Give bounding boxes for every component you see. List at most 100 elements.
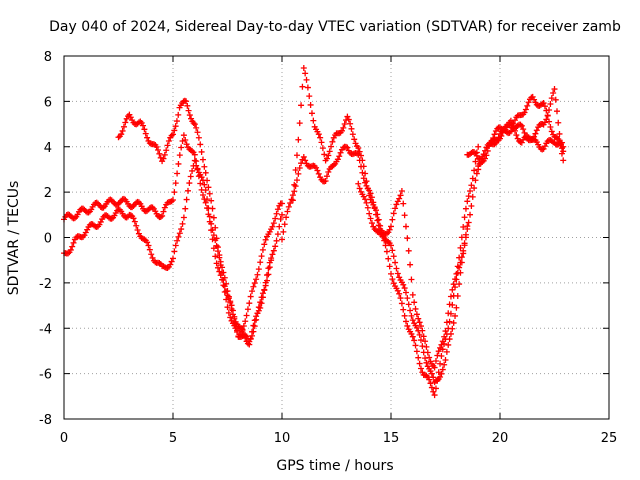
data-point xyxy=(450,292,457,299)
data-point xyxy=(428,384,435,391)
data-point xyxy=(521,129,528,136)
data-point xyxy=(416,360,423,367)
data-point xyxy=(223,280,230,287)
data-point xyxy=(240,331,247,338)
data-point xyxy=(393,265,400,272)
data-point xyxy=(458,234,465,241)
data-point xyxy=(191,121,198,128)
data-point xyxy=(165,138,172,145)
data-point xyxy=(288,196,295,203)
y-tick-label: -6 xyxy=(39,368,52,383)
data-point xyxy=(401,312,408,319)
data-point xyxy=(293,177,300,184)
data-point xyxy=(552,96,559,103)
data-point xyxy=(389,247,396,254)
data-point xyxy=(416,331,423,338)
data-point xyxy=(296,165,303,172)
data-point xyxy=(276,223,283,230)
data-point xyxy=(266,259,273,266)
data-point xyxy=(180,214,187,221)
data-point xyxy=(273,210,280,217)
data-point xyxy=(431,364,438,371)
data-point xyxy=(295,136,302,143)
data-point xyxy=(242,335,249,342)
data-point xyxy=(443,348,450,355)
data-point xyxy=(513,132,520,139)
data-point xyxy=(550,90,557,97)
data-point xyxy=(175,160,182,167)
data-point xyxy=(186,180,193,187)
data-point xyxy=(293,152,300,159)
data-point xyxy=(415,315,422,322)
data-point xyxy=(402,318,409,325)
data-point xyxy=(157,154,164,161)
data-point xyxy=(307,101,314,108)
data-point xyxy=(280,228,287,235)
data-point xyxy=(283,214,290,221)
data-point xyxy=(251,317,258,324)
data-point xyxy=(426,354,433,361)
data-point xyxy=(432,357,439,364)
data-point xyxy=(231,315,238,322)
data-point xyxy=(175,111,182,118)
data-point xyxy=(360,175,367,182)
data-point xyxy=(368,194,375,201)
data-point xyxy=(161,151,168,158)
data-point xyxy=(457,244,464,251)
data-point xyxy=(551,86,558,93)
data-point xyxy=(213,235,220,242)
data-point xyxy=(198,148,205,155)
data-point xyxy=(153,143,160,150)
data-point xyxy=(560,143,567,150)
data-point xyxy=(249,328,256,335)
data-point xyxy=(473,170,480,177)
data-point xyxy=(302,157,309,164)
data-point xyxy=(259,294,266,301)
data-point xyxy=(172,242,179,249)
data-point xyxy=(437,360,444,367)
data-point xyxy=(449,286,456,293)
data-point xyxy=(374,217,381,224)
series-track-c xyxy=(115,97,285,348)
data-point xyxy=(295,170,302,177)
y-tick-label: 6 xyxy=(44,95,52,110)
data-point xyxy=(382,242,389,249)
data-point xyxy=(467,187,474,194)
data-point xyxy=(398,300,405,307)
data-point xyxy=(257,304,264,311)
data-point xyxy=(217,258,224,265)
data-point xyxy=(310,117,317,124)
data-point xyxy=(392,259,399,266)
data-point xyxy=(319,145,326,152)
data-point xyxy=(464,198,471,205)
data-point xyxy=(225,309,232,316)
y-tick-label: 4 xyxy=(44,141,52,156)
x-tick-label: 20 xyxy=(492,431,509,446)
data-point xyxy=(358,163,365,170)
data-point xyxy=(405,301,412,308)
data-point xyxy=(168,258,175,265)
data-point xyxy=(441,361,448,368)
data-point xyxy=(212,253,219,260)
data-point xyxy=(457,259,464,266)
data-point xyxy=(468,182,475,189)
y-tick-label: -8 xyxy=(39,413,52,428)
data-point xyxy=(281,221,288,228)
data-point xyxy=(460,223,467,230)
data-point xyxy=(180,132,187,139)
data-point xyxy=(197,141,204,148)
data-point xyxy=(427,380,434,387)
data-point xyxy=(164,142,171,149)
data-point xyxy=(498,132,505,139)
data-point xyxy=(300,64,307,71)
data-point xyxy=(197,180,204,187)
data-point xyxy=(544,112,551,119)
data-point xyxy=(423,343,430,350)
data-point xyxy=(486,143,493,150)
data-point xyxy=(556,130,563,137)
data-point xyxy=(175,233,182,240)
data-point xyxy=(447,293,454,300)
data-point xyxy=(194,129,201,136)
data-point xyxy=(317,134,324,141)
data-point xyxy=(274,231,281,238)
